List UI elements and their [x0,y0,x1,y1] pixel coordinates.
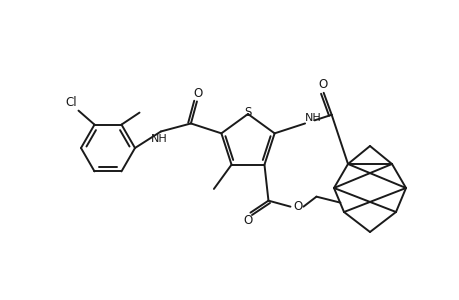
Text: O: O [193,87,202,100]
Text: O: O [293,200,302,213]
Text: NH: NH [304,113,321,124]
Text: Cl: Cl [66,96,77,109]
Text: NH: NH [150,134,167,145]
Text: S: S [244,106,251,119]
Text: O: O [243,214,252,227]
Text: O: O [317,78,327,91]
